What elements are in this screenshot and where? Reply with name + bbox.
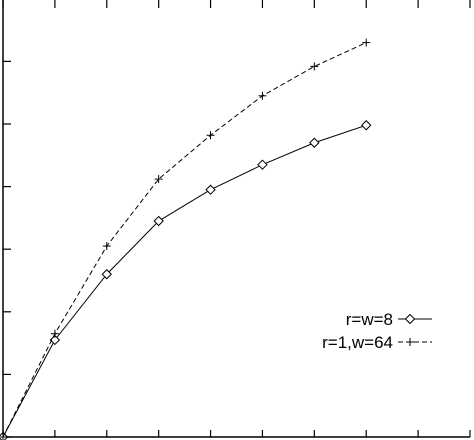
series-1-point-6 bbox=[310, 62, 319, 71]
series-1-point-5 bbox=[258, 91, 267, 100]
legend-label-1: r=1,w=64 bbox=[322, 333, 393, 352]
series-0-point-2 bbox=[101, 269, 112, 280]
series-0-point-1 bbox=[49, 334, 61, 346]
series-1-point-2 bbox=[102, 242, 111, 251]
series-0-point-3 bbox=[153, 215, 164, 227]
series-0-point-7 bbox=[361, 120, 372, 131]
series-layer bbox=[0, 38, 372, 440]
series-1-point-7 bbox=[362, 38, 371, 47]
series-1-point-3 bbox=[154, 175, 163, 184]
series-0-point-4 bbox=[205, 184, 216, 195]
legend-marker-0 bbox=[404, 313, 416, 325]
series-0-point-6 bbox=[309, 137, 320, 148]
series-1-point-4 bbox=[206, 131, 215, 140]
legend-marker-1 bbox=[406, 338, 414, 346]
legend-label-0: r=w=8 bbox=[346, 310, 393, 329]
series-0-point-5 bbox=[257, 159, 268, 170]
series-line-1 bbox=[2, 42, 367, 438]
legend-swatches bbox=[398, 313, 432, 346]
series-1-point-1 bbox=[50, 329, 59, 338]
series-line-0 bbox=[2, 124, 367, 438]
legend: r=w=8 r=1,w=64 bbox=[322, 310, 432, 352]
